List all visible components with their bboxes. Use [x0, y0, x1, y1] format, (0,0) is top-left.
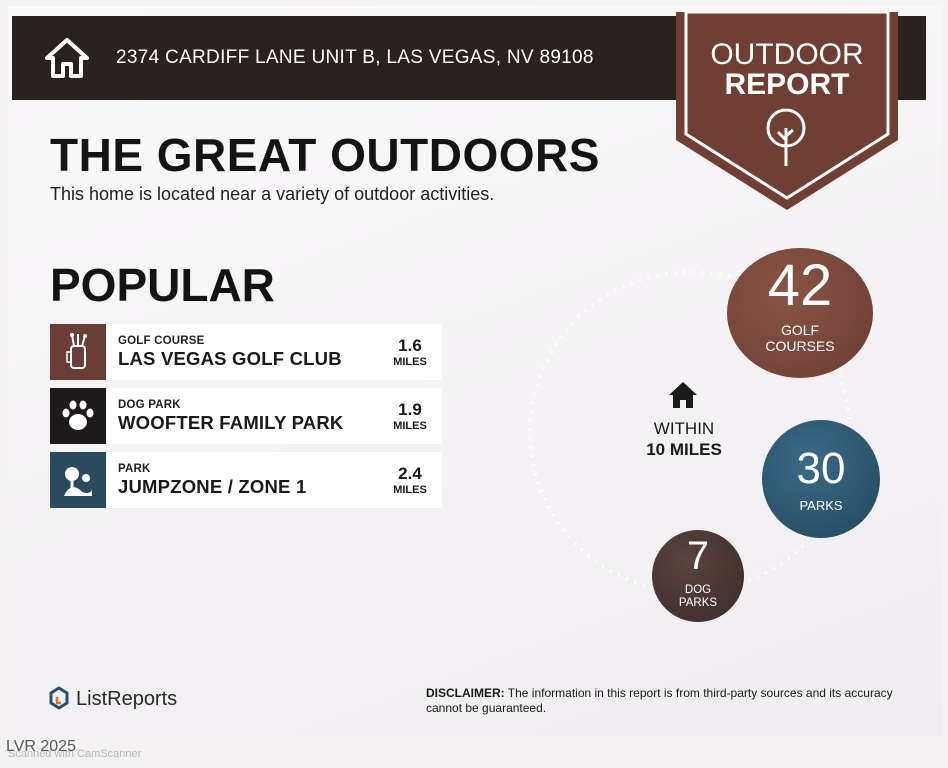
parks-label: PARKS [799, 498, 843, 513]
golf-courses-label-2: COURSES [765, 338, 835, 354]
badge-line-2: REPORT [724, 68, 850, 101]
park-icon [50, 452, 106, 508]
badge-title: OUTDOOR REPORT [676, 40, 898, 100]
dog-parks-count: 7 [686, 534, 710, 578]
item-category: GOLF COURSE [118, 334, 205, 347]
disclaimer-text: The information in this report is from t… [426, 686, 893, 715]
home-icon [44, 35, 90, 81]
golf-courses-count: 42 [767, 253, 833, 318]
item-distance: 2.4 MILES [378, 464, 442, 496]
golf-courses-stat: 42 GOLF COURSES [727, 248, 873, 378]
parks-stat: 30 PARKS [762, 420, 880, 538]
item-distance: 1.9 MILES [378, 400, 442, 432]
distance-unit: MILES [393, 356, 427, 368]
property-address: 2374 CARDIFF LANE UNIT B, LAS VEGAS, NV … [116, 47, 594, 68]
list-item: GOLF COURSE LAS VEGAS GOLF CLUB 1.6 MILE… [50, 324, 442, 380]
scanner-watermark: Scanned with CamScanner [8, 748, 142, 760]
mls-watermark: LVR 2025 [6, 738, 76, 755]
parks-count: 30 [796, 444, 846, 493]
listreports-logo: ListReports [48, 686, 177, 712]
dog-parks-label-1: DOG [684, 584, 712, 596]
item-distance: 1.6 MILES [378, 336, 442, 368]
radius-label: WITHIN 10 MILES [636, 418, 732, 460]
radius-label-2: 10 MILES [646, 440, 722, 459]
disclaimer: DISCLAIMER: The information in this repo… [426, 686, 906, 716]
dog-parks-stat: 7 DOG PARKS [652, 530, 744, 622]
item-category: PARK [118, 462, 151, 475]
page-subtitle: This home is located near a variety of o… [50, 184, 495, 204]
disclaimer-label: DISCLAIMER: [426, 686, 505, 700]
dog-parks-label-2: PARKS [678, 597, 718, 609]
golf-courses-label-1: GOLF [780, 322, 820, 338]
tree-icon [766, 108, 806, 166]
section-title-popular: POPULAR [50, 259, 275, 311]
distance-value: 2.4 [398, 464, 422, 483]
item-name: LAS VEGAS GOLF CLUB [118, 347, 342, 369]
home-icon [669, 382, 697, 408]
golf-bag-icon [50, 324, 106, 380]
paw-icon [50, 388, 106, 444]
item-category: DOG PARK [118, 398, 181, 411]
listreports-logo-icon [49, 686, 69, 710]
distance-value: 1.9 [398, 400, 422, 419]
brand-name: ListReports [76, 687, 178, 710]
item-name: WOOFTER FAMILY PARK [118, 411, 344, 433]
distance-unit: MILES [393, 420, 427, 432]
list-item: DOG PARK WOOFTER FAMILY PARK 1.9 MILES [50, 388, 442, 444]
badge-line-1: OUTDOOR [710, 38, 864, 71]
radius-label-1: WITHIN [653, 419, 715, 438]
list-item: PARK JUMPZONE / ZONE 1 2.4 MILES [50, 452, 442, 508]
distance-value: 1.6 [398, 336, 422, 355]
page-title: THE GREAT OUTDOORS [50, 129, 600, 181]
item-name: JUMPZONE / ZONE 1 [118, 475, 307, 497]
distance-unit: MILES [393, 484, 427, 496]
